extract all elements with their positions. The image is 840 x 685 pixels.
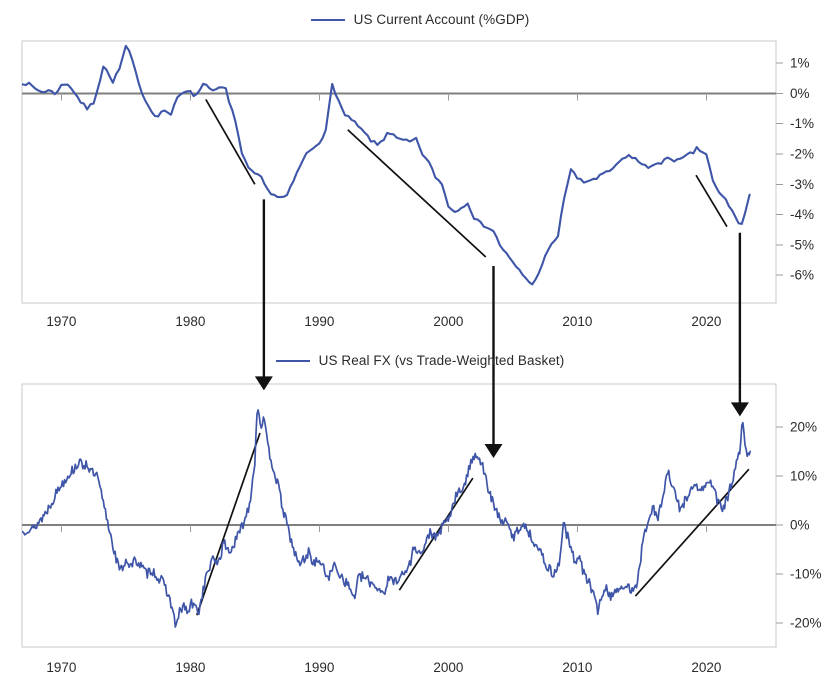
trend-line (195, 432, 261, 616)
y-tick-label: 10% (790, 469, 817, 484)
flow-arrow-head (484, 443, 503, 458)
chart-current-account: 1970 1980 1990 2000 2010 2020 1% 0% -1% -2% -3% -4%… (21, 40, 814, 329)
y-tick-label: -3% (790, 177, 814, 192)
flow-arrow-head (730, 402, 749, 417)
y-tick-label: 1% (790, 56, 810, 71)
y-axis: 1% 0% -1% -2% -3% -4% -5% -6% (776, 56, 814, 283)
plot-frame (21, 40, 777, 304)
flow-arrow-head (254, 376, 273, 391)
x-tick-label: 1970 (46, 660, 76, 675)
y-tick-label: -10% (790, 567, 822, 582)
trend-line (634, 468, 750, 597)
x-tick-label: 2000 (433, 660, 463, 675)
y-tick-label: -2% (790, 146, 814, 161)
y-tick-label: -4% (790, 207, 814, 222)
y-tick-label: -6% (790, 268, 814, 283)
x-axis: 1970 1980 1990 2000 2010 2020 (46, 93, 721, 329)
x-tick-label: 1970 (46, 314, 76, 329)
y-axis: 20% 10% 0% -10% -20% (776, 420, 822, 631)
series-line-current-account (22, 44, 751, 286)
flow-arrows (254, 199, 749, 458)
y-tick-label: -1% (790, 116, 814, 131)
x-tick-label: 1980 (175, 660, 205, 675)
trend-line (347, 129, 487, 258)
y-tick-label: 0% (790, 518, 810, 533)
x-tick-label: 2000 (433, 314, 463, 329)
y-tick-label: -5% (790, 237, 814, 252)
x-tick-label: 2020 (691, 660, 721, 675)
y-tick-label: 20% (790, 420, 817, 435)
x-tick-label: 2010 (562, 660, 592, 675)
x-axis: 1970 1980 1990 2000 2010 2020 (46, 525, 721, 675)
y-tick-label: -20% (790, 616, 822, 631)
x-tick-label: 2020 (691, 314, 721, 329)
x-tick-label: 1980 (175, 314, 205, 329)
y-tick-label: 0% (790, 86, 810, 101)
x-tick-label: 1990 (304, 660, 334, 675)
plot-frame (21, 383, 777, 648)
trend-line (205, 99, 256, 185)
x-tick-label: 1990 (304, 314, 334, 329)
chart-real-fx: 1970 1980 1990 2000 2010 2020 20% 10% 0% -10% -20% (21, 383, 822, 675)
series-line-real-fx (22, 409, 752, 628)
trend-line (695, 174, 728, 228)
x-tick-label: 2010 (562, 314, 592, 329)
